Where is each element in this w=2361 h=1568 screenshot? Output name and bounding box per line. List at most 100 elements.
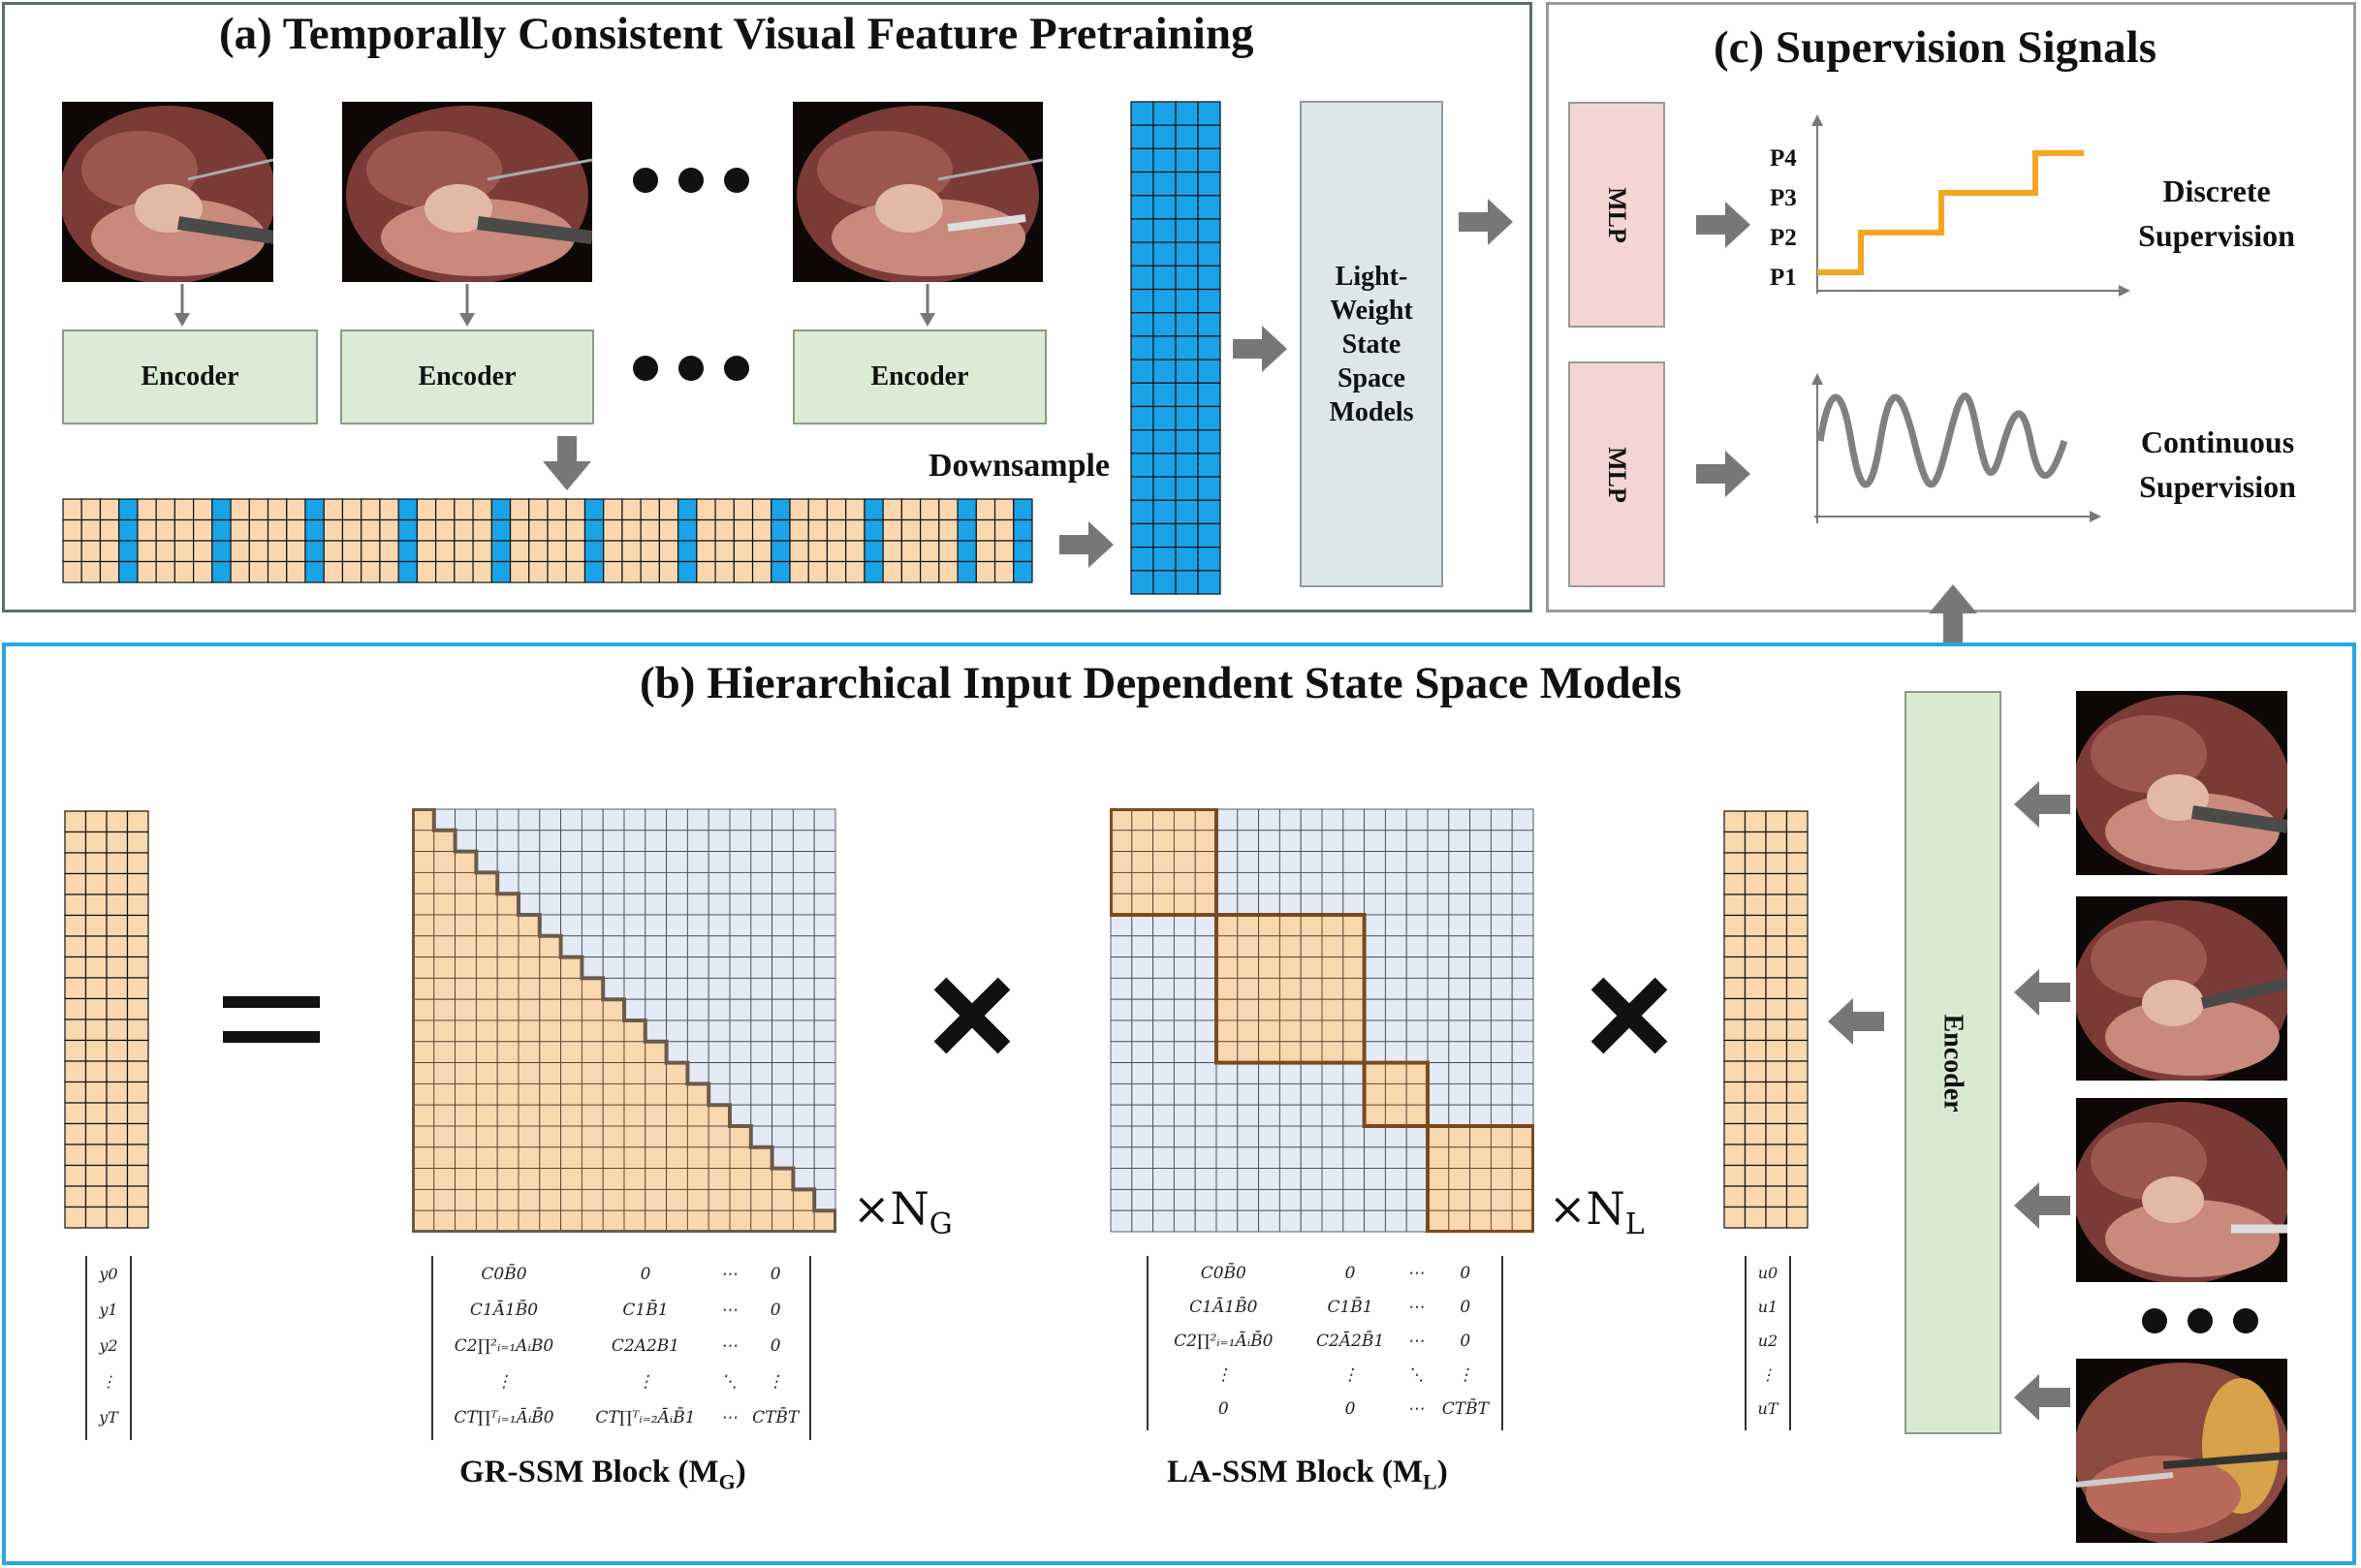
downsampled-cell: [1130, 265, 1154, 291]
la-cell: [1384, 956, 1407, 979]
la-cell: [1258, 851, 1280, 873]
la-cell: [1511, 1082, 1534, 1106]
la-cell: [1110, 851, 1133, 873]
downsampled-cell: [1197, 312, 1221, 337]
gr-cell: [813, 1082, 836, 1106]
gr-cell: [750, 1188, 773, 1211]
la-cell: [1215, 830, 1239, 853]
gr-cell: [581, 893, 604, 916]
la-cell: [1278, 935, 1302, 958]
la-cell: [1405, 893, 1429, 916]
strip-cell: [677, 518, 698, 542]
downsampled-cell: [1175, 429, 1199, 455]
continuous-wave-plot: [1811, 373, 2101, 523]
la-cell: [1258, 1062, 1280, 1084]
strip-cell: [341, 518, 362, 542]
gr-cell: [581, 1041, 604, 1064]
strip-cell: [938, 540, 959, 563]
strip-cell: [230, 498, 250, 521]
gr-cell: [518, 1104, 541, 1127]
gr-matrix-entry: CTB̄T: [752, 1407, 800, 1427]
la-cell: [1448, 893, 1471, 916]
gr-cell: [496, 1168, 519, 1190]
gr-matrix-row: CT∏ᵀᵢ₌₁ĀᵢB̄0 CT∏ᵀᵢ₌₂ĀᵢB̄1 ⋯ CTB̄T: [433, 1399, 809, 1435]
gr-cell: [581, 998, 604, 1021]
strip-cell: [323, 518, 344, 542]
strip-cell: [677, 498, 698, 521]
strip-cell: [304, 518, 325, 542]
gr-cell: [602, 851, 625, 873]
la-cell: [1300, 956, 1323, 979]
gr-cell: [539, 1168, 562, 1190]
la-cell: [1110, 1019, 1133, 1043]
strip-cell: [565, 540, 586, 563]
downsampled-cell: [1197, 359, 1221, 384]
gr-cell: [539, 1188, 562, 1211]
panel-b-title: (b) Hierarchical Input Dependent State S…: [640, 658, 1682, 708]
gr-cell: [792, 851, 815, 873]
la-cell: [1194, 1168, 1217, 1190]
la-cell: [1173, 1168, 1196, 1190]
y-entry-1: y1: [99, 1301, 118, 1319]
gr-cell: [645, 1019, 668, 1043]
gr-cell: [455, 977, 477, 1000]
surgical-frame-1: [62, 102, 273, 282]
gr-cell: [581, 1019, 604, 1043]
gr-cell: [750, 1104, 773, 1127]
strip-cell: [62, 518, 82, 542]
la-matrix-row: C0B̄0 0 ⋯ 0: [1149, 1256, 1501, 1290]
u-entry-0: u0: [1757, 1264, 1779, 1282]
strip-cell: [751, 540, 772, 563]
la-cell: [1258, 1019, 1280, 1043]
downsampled-cell: [1152, 335, 1177, 361]
gr-cell: [708, 1041, 731, 1064]
gr-cell: [455, 935, 477, 958]
gr-cell: [602, 1125, 625, 1148]
strip-cell: [547, 498, 567, 521]
strip-cell: [733, 518, 754, 542]
la-cell: [1490, 1019, 1513, 1043]
gr-cell: [666, 1188, 688, 1211]
gr-caption-close: ): [735, 1455, 746, 1490]
la-cell: [1490, 808, 1513, 831]
gr-cell: [602, 871, 625, 894]
phase-label-p2: P2: [1770, 225, 1797, 251]
strip-cell: [416, 540, 437, 563]
gr-cell: [708, 1209, 731, 1233]
u-cell: [1765, 852, 1788, 875]
gr-cell: [792, 1104, 815, 1127]
strip-cell: [435, 498, 456, 521]
la-cell: [1215, 808, 1239, 831]
gr-matrix-entry: ⋯: [720, 1407, 738, 1427]
la-cell: [1194, 851, 1217, 873]
la-cell: [1427, 893, 1450, 916]
strip-cell: [173, 560, 195, 583]
la-cell: [1215, 1188, 1239, 1211]
gr-cell: [813, 914, 836, 937]
gr-cell: [518, 914, 541, 937]
la-cell: [1237, 1168, 1260, 1190]
la-matrix-expression: C0B̄0 0 ⋯ 0 C1Ā1B̄0 C1B̄1 ⋯ 0 C2∏²ᵢ₌₁ĀᵢB̄0 C2Ā2B̄…: [1147, 1256, 1503, 1430]
gr-cell: [518, 1168, 541, 1190]
u-cell: [1723, 810, 1747, 833]
phase-label-p4: P4: [1770, 145, 1797, 172]
strip-cell: [155, 540, 175, 563]
gr-cell: [686, 808, 709, 831]
la-cell: [1469, 1125, 1492, 1148]
la-cell: [1448, 1146, 1471, 1170]
gr-ssm-matrix: [412, 808, 836, 1233]
y-cell: [84, 1039, 108, 1062]
arrow-down-thick: [543, 436, 591, 490]
la-matrix-entry: ⋯: [1407, 1331, 1425, 1351]
la-cell: [1490, 935, 1513, 958]
gr-cell: [708, 830, 731, 853]
la-cell: [1300, 935, 1323, 958]
strip-cell: [490, 560, 512, 583]
lw-line-4: Space: [1337, 362, 1405, 393]
gr-cell: [560, 851, 582, 873]
gr-cell: [771, 956, 794, 979]
la-cell: [1258, 914, 1280, 937]
la-cell: [1215, 1019, 1239, 1043]
downsampled-cell: [1152, 547, 1177, 572]
gr-cell: [729, 808, 752, 831]
